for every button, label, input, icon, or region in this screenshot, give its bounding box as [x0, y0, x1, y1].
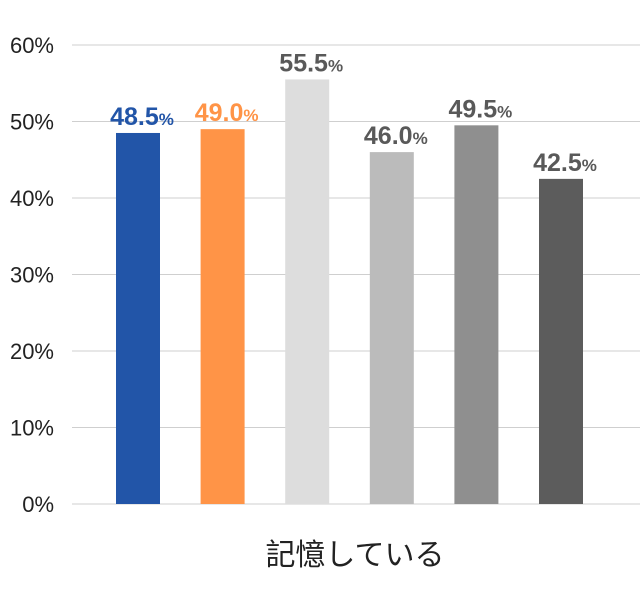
bar-value-label: 49.5%: [449, 95, 513, 123]
bar: [285, 79, 330, 505]
y-tick-label: 30%: [10, 263, 54, 288]
y-tick-label: 10%: [10, 416, 54, 441]
value-labels: 48.5% 49.0% 55.5% 46.0% 49.5% 42.5%: [110, 49, 597, 176]
bar: [454, 125, 499, 504]
gridlines: [72, 44, 640, 505]
bar: [116, 132, 160, 504]
bars: [116, 79, 583, 505]
y-tick-label: 40%: [10, 186, 54, 211]
y-tick-label: 20%: [10, 339, 54, 364]
y-tick-label: 50%: [10, 110, 54, 135]
y-axis-ticks: 0% 10% 20% 30% 40% 50% 60%: [10, 33, 54, 517]
bar-value-label: 49.0%: [195, 99, 259, 127]
bar: [200, 129, 245, 504]
bar-value-label: 42.5%: [533, 149, 597, 177]
y-tick-label: 60%: [10, 33, 54, 58]
bar-value-label: 48.5%: [110, 103, 174, 131]
bar-value-label: 55.5%: [279, 49, 343, 77]
y-tick-label: 0%: [22, 492, 54, 517]
bar: [539, 178, 583, 504]
bar-value-label: 46.0%: [364, 122, 428, 150]
bar: [369, 152, 414, 504]
x-axis-label: 記憶している: [265, 538, 444, 573]
